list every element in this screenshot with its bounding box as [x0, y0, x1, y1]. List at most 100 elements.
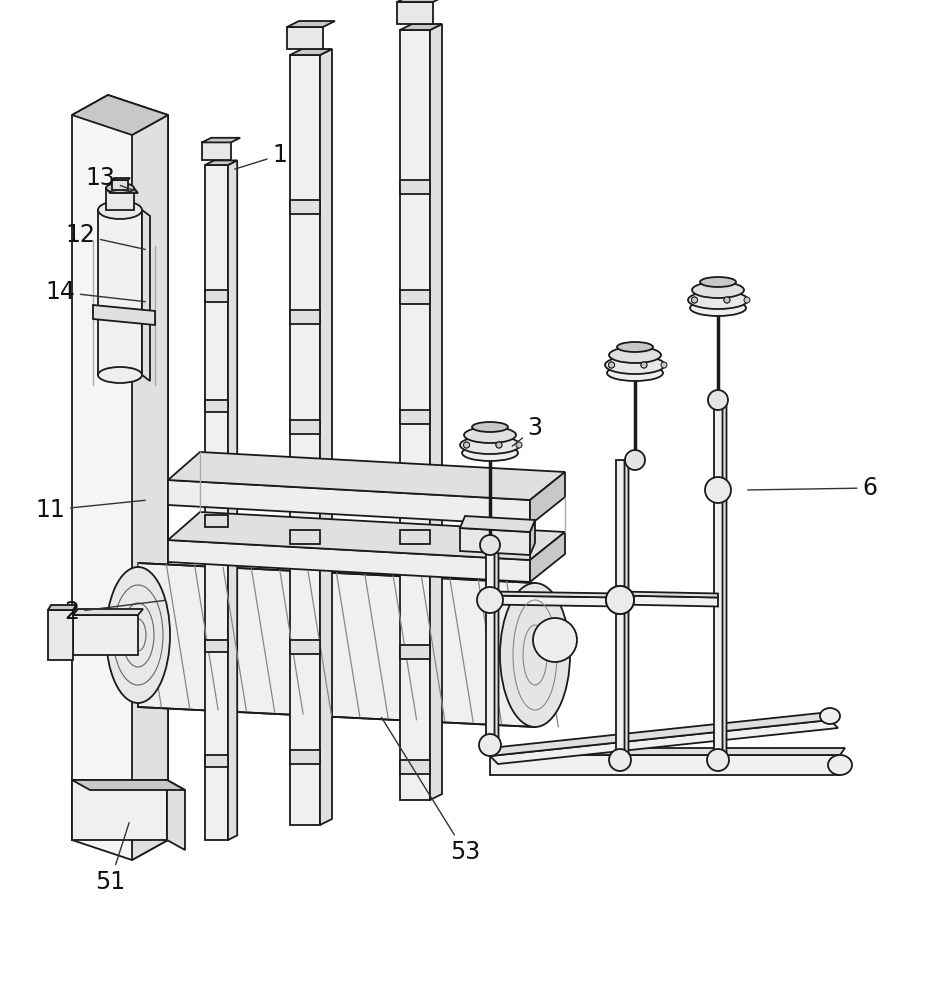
Text: 51: 51 — [95, 823, 129, 894]
Polygon shape — [228, 160, 237, 840]
Ellipse shape — [605, 356, 665, 374]
Polygon shape — [714, 400, 722, 760]
Polygon shape — [112, 180, 128, 190]
Polygon shape — [530, 532, 565, 582]
Ellipse shape — [464, 427, 516, 443]
Ellipse shape — [464, 442, 469, 448]
Ellipse shape — [688, 291, 748, 309]
Polygon shape — [490, 591, 620, 597]
Ellipse shape — [98, 367, 142, 383]
Ellipse shape — [460, 436, 520, 454]
Polygon shape — [98, 210, 142, 375]
Ellipse shape — [462, 445, 518, 461]
Text: 2: 2 — [64, 600, 165, 624]
Polygon shape — [48, 605, 76, 610]
Polygon shape — [530, 472, 565, 525]
Polygon shape — [168, 452, 565, 500]
Ellipse shape — [724, 297, 730, 303]
Polygon shape — [72, 780, 167, 840]
Polygon shape — [290, 200, 320, 214]
Polygon shape — [290, 49, 332, 55]
Ellipse shape — [692, 282, 744, 298]
Polygon shape — [106, 188, 138, 193]
Circle shape — [625, 450, 645, 470]
Circle shape — [533, 618, 577, 662]
Ellipse shape — [496, 442, 502, 448]
Polygon shape — [287, 21, 335, 27]
Circle shape — [606, 586, 634, 614]
Polygon shape — [400, 24, 442, 30]
Polygon shape — [495, 545, 498, 747]
Ellipse shape — [724, 297, 730, 303]
Ellipse shape — [692, 297, 698, 303]
Circle shape — [705, 477, 731, 503]
Polygon shape — [430, 24, 442, 800]
Ellipse shape — [609, 362, 615, 368]
Ellipse shape — [820, 708, 840, 724]
Polygon shape — [138, 563, 535, 727]
Polygon shape — [290, 55, 320, 825]
Polygon shape — [460, 528, 530, 555]
Ellipse shape — [98, 201, 142, 219]
Polygon shape — [620, 595, 718, 606]
Text: 14: 14 — [45, 280, 145, 304]
Circle shape — [479, 734, 501, 756]
Ellipse shape — [609, 347, 661, 363]
Circle shape — [707, 749, 729, 771]
Ellipse shape — [641, 362, 647, 368]
Polygon shape — [72, 95, 168, 135]
Ellipse shape — [661, 362, 667, 368]
Polygon shape — [106, 188, 134, 210]
Polygon shape — [625, 460, 629, 762]
Ellipse shape — [700, 277, 736, 287]
Ellipse shape — [500, 583, 570, 727]
Polygon shape — [290, 310, 320, 324]
Polygon shape — [490, 712, 830, 756]
Polygon shape — [168, 512, 565, 560]
Text: 6: 6 — [748, 476, 878, 500]
Ellipse shape — [607, 365, 663, 381]
Polygon shape — [168, 540, 530, 582]
Ellipse shape — [472, 422, 508, 432]
Circle shape — [708, 390, 728, 410]
Circle shape — [480, 535, 500, 555]
Polygon shape — [400, 760, 430, 774]
Polygon shape — [397, 2, 433, 24]
Ellipse shape — [641, 362, 647, 368]
Polygon shape — [290, 750, 320, 764]
Polygon shape — [490, 748, 845, 755]
Text: 11: 11 — [35, 498, 145, 522]
Polygon shape — [722, 400, 727, 762]
Polygon shape — [485, 545, 495, 745]
Polygon shape — [400, 410, 430, 424]
Polygon shape — [205, 160, 237, 165]
Polygon shape — [202, 138, 240, 142]
Polygon shape — [168, 480, 530, 525]
Ellipse shape — [744, 297, 750, 303]
Polygon shape — [48, 610, 73, 660]
Polygon shape — [400, 290, 430, 304]
Polygon shape — [205, 515, 228, 527]
Polygon shape — [142, 210, 150, 381]
Polygon shape — [490, 755, 840, 775]
Text: 53: 53 — [381, 717, 480, 864]
Polygon shape — [205, 290, 228, 302]
Text: 3: 3 — [513, 416, 543, 446]
Polygon shape — [132, 115, 168, 860]
Ellipse shape — [516, 442, 522, 448]
Polygon shape — [167, 780, 185, 850]
Polygon shape — [397, 0, 445, 2]
Ellipse shape — [609, 362, 615, 368]
Polygon shape — [620, 591, 718, 597]
Polygon shape — [460, 516, 535, 532]
Polygon shape — [112, 178, 130, 180]
Ellipse shape — [828, 755, 852, 775]
Ellipse shape — [464, 442, 469, 448]
Polygon shape — [205, 640, 228, 652]
Polygon shape — [287, 27, 323, 49]
Circle shape — [606, 586, 634, 614]
Polygon shape — [205, 165, 228, 840]
Ellipse shape — [106, 567, 170, 703]
Polygon shape — [290, 420, 320, 434]
Ellipse shape — [690, 300, 746, 316]
